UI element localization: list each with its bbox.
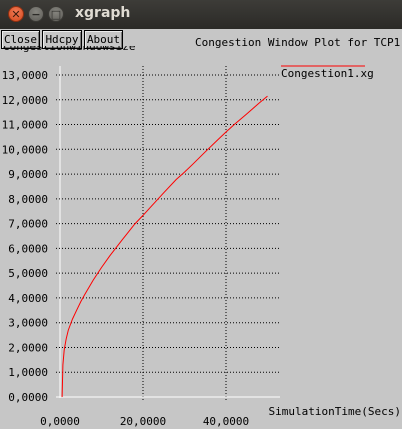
window-maximize-icon[interactable]: □ <box>48 6 64 22</box>
y-tick-label: 2,0000 <box>8 341 48 354</box>
x-tick-label: 40,0000 <box>203 415 249 428</box>
hdcpy-button[interactable]: Hdcpy <box>42 30 82 49</box>
x-tick-label: 20,0000 <box>120 415 166 428</box>
plot-title: Congestion Window Plot for TCP1 <box>195 36 401 49</box>
x-tick-label: 0,0000 <box>40 415 80 428</box>
y-tick-label: 8,0000 <box>8 193 48 206</box>
y-tick-label: 12,0000 <box>2 94 48 107</box>
y-tick-label: 6,0000 <box>8 242 48 255</box>
window-title: xgraph <box>75 5 131 21</box>
series-line <box>61 95 268 398</box>
y-tick-label: 7,0000 <box>8 218 48 231</box>
legend-entry: Congestion1.xg <box>281 67 374 80</box>
close-button[interactable]: Close <box>1 30 40 49</box>
window-close-icon[interactable]: ✕ <box>8 6 24 22</box>
y-tick-label: 0,0000 <box>8 391 48 404</box>
y-tick-label: 10,0000 <box>2 143 48 156</box>
y-tick-label: 1,0000 <box>8 366 48 379</box>
title-bar[interactable]: ✕ − □ xgraph <box>0 0 402 29</box>
x-axis-label: SimulationTime(Secs) <box>269 405 401 418</box>
window-minimize-icon[interactable]: − <box>28 6 44 22</box>
y-tick-label: 9,0000 <box>8 168 48 181</box>
y-tick-label: 3,0000 <box>8 317 48 330</box>
about-button[interactable]: About <box>84 30 123 49</box>
y-tick-label: 5,0000 <box>8 267 48 280</box>
y-axis-label: congestionwindowsize <box>3 40 136 53</box>
y-tick-label: 4,0000 <box>8 292 48 305</box>
y-tick-label: 13,0000 <box>2 69 48 82</box>
y-tick-label: 11,0000 <box>2 119 48 132</box>
